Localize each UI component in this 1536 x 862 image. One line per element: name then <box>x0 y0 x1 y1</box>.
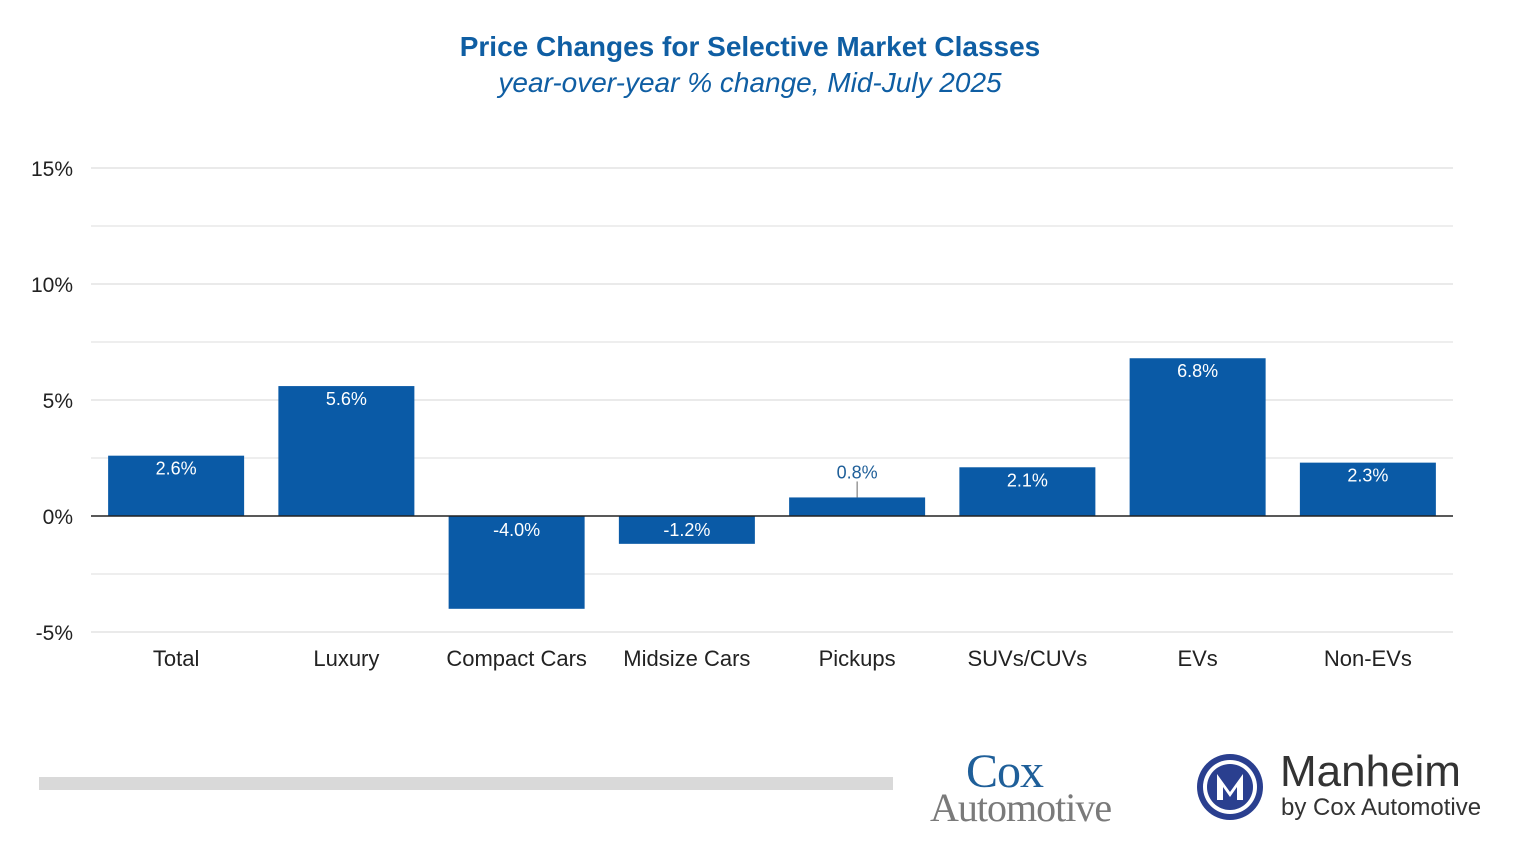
x-tick-label: Total <box>153 646 199 671</box>
data-label: 6.8% <box>1177 361 1218 381</box>
x-tick-label: SUVs/CUVs <box>967 646 1087 671</box>
data-label: 0.8% <box>837 462 878 482</box>
x-tick-label: Midsize Cars <box>623 646 750 671</box>
x-tick-label: Luxury <box>313 646 379 671</box>
bar <box>618 516 755 544</box>
y-tick-label: 15% <box>31 158 73 181</box>
bar <box>448 516 585 609</box>
y-tick-label: 10% <box>31 274 73 297</box>
x-tick-label: Non-EVs <box>1324 646 1412 671</box>
data-label: 5.6% <box>326 389 367 409</box>
data-label: -1.2% <box>663 520 710 540</box>
y-tick-label: 0% <box>43 506 73 529</box>
bar-chart: -5% 0% 5% 10% 15% 2.6% Total 5.6% Luxury -4.0% Com… <box>31 158 1453 671</box>
bar <box>1129 358 1266 516</box>
automotive-logo-word: Automotive <box>930 785 1112 830</box>
x-tick-label: Pickups <box>819 646 896 671</box>
data-label: 2.1% <box>1007 470 1048 490</box>
manheim-wordmark: Manheim <box>1280 747 1461 796</box>
data-label: 2.3% <box>1347 466 1388 486</box>
chart-subtitle: year-over-year % change, Mid-July 2025 <box>498 67 1002 98</box>
bar <box>959 467 1096 516</box>
cox-automotive-logo: Cox Automotive <box>928 748 1168 830</box>
y-tick-label: -5% <box>36 622 73 645</box>
data-label: -4.0% <box>493 520 540 540</box>
chart-title: Price Changes for Selective Market Class… <box>459 31 1041 62</box>
bar <box>789 497 926 516</box>
y-tick-label: 5% <box>43 390 73 413</box>
bar <box>1299 462 1436 516</box>
footer-divider-bar <box>39 777 893 790</box>
cox-logo-word: Cox <box>966 745 1044 798</box>
x-tick-label: Compact Cars <box>446 646 587 671</box>
bar <box>278 386 415 516</box>
manheim-logo: Manheim by Cox Automotive <box>1195 748 1515 830</box>
manheim-m-icon <box>1197 754 1263 820</box>
manheim-tagline: by Cox Automotive <box>1281 794 1482 821</box>
bar <box>108 455 245 516</box>
chart-title-block: Price Changes for Selective Market Class… <box>0 28 1500 100</box>
x-tick-label: EVs <box>1177 646 1217 671</box>
data-label: 2.6% <box>156 459 197 479</box>
